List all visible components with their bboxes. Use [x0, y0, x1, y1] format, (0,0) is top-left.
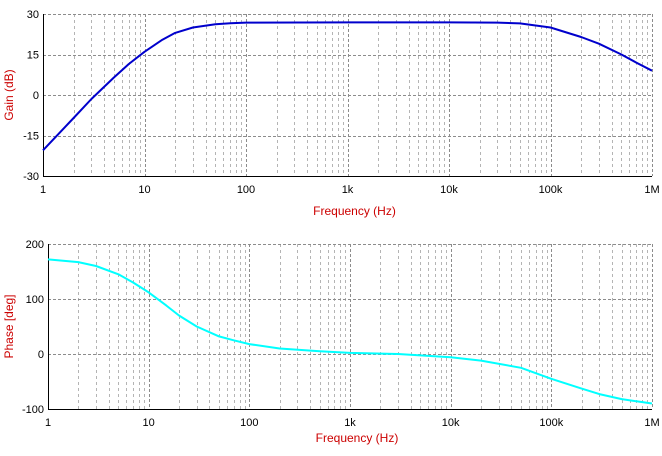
phase-x-tick-label: 10 [143, 417, 155, 429]
phase-series-line [47, 258, 653, 405]
phase-chart: 1 10 100 1k 10k 100k 1M 200 100 0 -100 Frequency (H… [2, 239, 660, 445]
phase-x-axis-title: Frequency (Hz) [316, 431, 399, 445]
phase-x-tick-label: 1M [644, 417, 659, 429]
gain-y-tick-label: 30 [27, 9, 39, 21]
phase-y-tick-label: -100 [22, 404, 44, 416]
gain-y-tick-label: -15 [23, 131, 39, 143]
phase-x-tick-label: 100 [240, 417, 258, 429]
gain-y-tick-label: 15 [27, 50, 39, 62]
phase-y-tick-label: 100 [26, 294, 44, 306]
gain-x-axis-title: Frequency (Hz) [313, 204, 396, 218]
phase-y-tick-label: 0 [38, 349, 44, 361]
phase-x-tick-label: 10k [442, 417, 460, 429]
phase-y-tick-label: 200 [26, 239, 44, 251]
gain-y-tick-label: 0 [33, 90, 39, 102]
gain-x-tick-label: 100 [237, 184, 255, 196]
gain-y-axis-title: Gain (dB) [2, 69, 16, 120]
gain-x-tick-label: 100k [539, 184, 563, 196]
gain-series-line [42, 21, 653, 151]
phase-y-axis-title: Phase [deg] [2, 294, 16, 358]
gain-x-tick-label: 1M [644, 184, 659, 196]
gain-x-tick-label: 10k [440, 184, 458, 196]
gain-x-tick-label: 1 [40, 184, 46, 196]
phase-x-tick-label: 1k [344, 417, 356, 429]
gain-y-tick-label: -30 [23, 171, 39, 183]
phase-x-tick-label: 100k [539, 417, 563, 429]
gain-chart: 1 10 100 1k 10k 100k 1M 30 15 0 -15 -30 Frequency (H… [2, 9, 660, 218]
gain-x-tick-label: 1k [342, 184, 354, 196]
gain-x-tick-label: 10 [138, 184, 150, 196]
phase-x-tick-label: 1 [45, 417, 51, 429]
